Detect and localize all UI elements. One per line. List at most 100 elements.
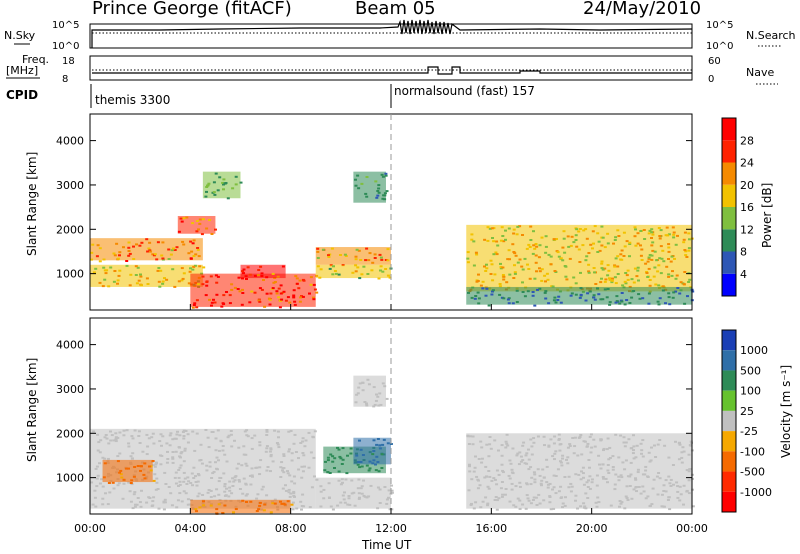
- heatmap-cell: [141, 450, 145, 453]
- heatmap-cell: [509, 462, 513, 465]
- heatmap-cell: [275, 290, 279, 293]
- heatmap-cell: [300, 295, 303, 298]
- heatmap-cell: [360, 182, 364, 185]
- heatmap-cell: [599, 298, 603, 301]
- heatmap-cell: [127, 467, 130, 470]
- heatmap-cell: [217, 449, 221, 452]
- heatmap-cell: [366, 378, 370, 381]
- heatmap-cell: [524, 507, 528, 510]
- heatmap-cell: [566, 456, 570, 459]
- heatmap-cell: [591, 247, 594, 250]
- heatmap-cell: [586, 486, 590, 488]
- heatmap-cell: [553, 458, 556, 461]
- heatmap-cell: [167, 486, 171, 488]
- heatmap-cell: [319, 505, 323, 508]
- heatmap-cell: [183, 447, 187, 450]
- heatmap-cell: [174, 482, 178, 485]
- heatmap-cell: [186, 498, 190, 501]
- heatmap-cell: [500, 226, 504, 229]
- heatmap-cell: [279, 284, 283, 287]
- colorbar-swatch: [722, 390, 736, 411]
- heatmap-cell: [620, 501, 624, 504]
- heatmap-cell: [501, 266, 505, 269]
- heatmap-cell: [276, 430, 280, 433]
- heatmap-cell: [576, 507, 579, 510]
- heatmap-cell: [327, 482, 331, 485]
- heatmap-cell: [210, 304, 213, 307]
- heatmap-cell: [383, 192, 387, 195]
- heatmap-cell: [548, 501, 552, 504]
- heatmap-cell: [145, 238, 149, 241]
- heatmap-cell: [341, 481, 344, 484]
- heatmap-cell: [337, 448, 341, 451]
- heatmap-cell: [384, 259, 388, 261]
- heatmap-cell: [470, 238, 474, 241]
- heatmap-cell: [228, 480, 232, 483]
- cpid-label: CPID: [6, 88, 38, 102]
- heatmap-cell: [155, 258, 159, 261]
- freq-label-1: Freq.: [22, 53, 49, 66]
- heatmap-cell: [537, 493, 541, 496]
- heatmap-cell: [622, 255, 626, 257]
- heatmap-cell: [376, 194, 380, 197]
- heatmap-cell: [619, 434, 623, 437]
- heatmap-cell: [629, 447, 633, 450]
- heatmap-cell: [268, 303, 272, 306]
- heatmap-cell: [137, 279, 141, 282]
- heatmap-cell: [583, 505, 587, 508]
- heatmap-cell: [200, 233, 204, 236]
- heatmap-cell: [476, 280, 480, 282]
- heatmap-cell: [493, 478, 497, 481]
- heatmap-cell: [215, 293, 219, 296]
- heatmap-cell: [260, 272, 264, 275]
- heatmap-cell: [682, 241, 686, 244]
- heatmap-cell: [538, 244, 542, 247]
- heatmap-cell: [626, 269, 630, 272]
- heatmap-cell: [349, 447, 353, 450]
- heatmap-cell: [498, 285, 502, 288]
- heatmap-cell: [533, 304, 537, 307]
- colorbar-tick-label: -25: [740, 425, 758, 438]
- heatmap-cell: [195, 510, 198, 513]
- heatmap-cell: [98, 281, 102, 284]
- heatmap-cell: [373, 403, 377, 406]
- heatmap-cell: [112, 252, 116, 255]
- heatmap-cell: [650, 237, 653, 239]
- heatmap-cell: [676, 496, 680, 499]
- heatmap-cell: [182, 217, 186, 220]
- heatmap-cell: [340, 463, 344, 465]
- heatmap-cell: [263, 305, 267, 308]
- heatmap-cell: [140, 241, 144, 244]
- heatmap-cell: [385, 190, 389, 193]
- heatmap-cell: [159, 463, 163, 466]
- heatmap-cell: [292, 294, 296, 297]
- heatmap-cell: [515, 289, 519, 292]
- heatmap-cell: [118, 452, 122, 455]
- heatmap-cell: [111, 481, 115, 484]
- heatmap-cell: [103, 269, 107, 272]
- heatmap-cell: [291, 501, 295, 504]
- heatmap-cell: [379, 265, 383, 268]
- heatmap-cell: [518, 451, 522, 454]
- heatmap-cell: [257, 508, 261, 511]
- heatmap-cell: [659, 229, 663, 232]
- heatmap-cell: [292, 492, 296, 494]
- colorbar-swatch: [722, 431, 736, 452]
- heatmap-cell: [659, 272, 663, 275]
- heatmap-cell: [650, 244, 654, 247]
- heatmap-cell: [647, 451, 651, 454]
- heatmap-cell: [90, 481, 94, 484]
- heatmap-cell: [258, 444, 262, 447]
- heatmap-cell: [676, 234, 679, 237]
- heatmap-cell: [620, 300, 624, 303]
- heatmap-cell: [637, 279, 640, 282]
- heatmap-cell: [132, 258, 136, 260]
- heatmap-cell: [299, 442, 303, 444]
- heatmap-cell: [687, 249, 691, 252]
- heatmap-cell: [228, 489, 232, 492]
- heatmap-cell: [346, 454, 349, 457]
- heatmap-cell: [608, 277, 611, 280]
- heatmap-cell: [480, 461, 484, 464]
- heatmap-cell: [565, 458, 568, 461]
- heatmap-cell: [512, 232, 516, 235]
